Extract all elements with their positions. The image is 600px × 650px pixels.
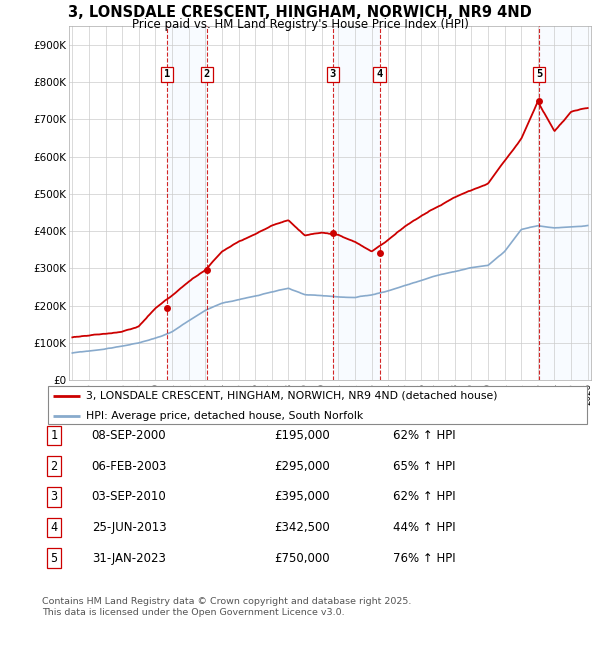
Text: 4: 4 (50, 521, 58, 534)
Text: 31-JAN-2023: 31-JAN-2023 (92, 552, 166, 565)
Text: 65% ↑ HPI: 65% ↑ HPI (392, 460, 455, 473)
Text: £195,000: £195,000 (274, 429, 329, 442)
Text: 25-JUN-2013: 25-JUN-2013 (92, 521, 166, 534)
Text: HPI: Average price, detached house, South Norfolk: HPI: Average price, detached house, Sout… (86, 411, 363, 421)
Text: 4: 4 (376, 70, 383, 79)
Text: 2: 2 (50, 460, 58, 473)
Text: Price paid vs. HM Land Registry's House Price Index (HPI): Price paid vs. HM Land Registry's House … (131, 18, 469, 31)
Text: 1: 1 (164, 70, 170, 79)
Text: 3: 3 (50, 491, 58, 504)
Text: £295,000: £295,000 (274, 460, 329, 473)
Text: 3, LONSDALE CRESCENT, HINGHAM, NORWICH, NR9 4ND (detached house): 3, LONSDALE CRESCENT, HINGHAM, NORWICH, … (86, 391, 497, 401)
Bar (333, 26, 380, 380)
Text: 76% ↑ HPI: 76% ↑ HPI (392, 552, 455, 565)
Text: 06-FEB-2003: 06-FEB-2003 (92, 460, 167, 473)
Text: 5: 5 (50, 552, 58, 565)
Text: 5: 5 (536, 70, 542, 79)
Text: 62% ↑ HPI: 62% ↑ HPI (392, 491, 455, 504)
Text: £395,000: £395,000 (274, 491, 329, 504)
Text: This data is licensed under the Open Government Licence v3.0.: This data is licensed under the Open Gov… (42, 608, 344, 617)
Text: 3: 3 (330, 70, 336, 79)
Text: 44% ↑ HPI: 44% ↑ HPI (392, 521, 455, 534)
Text: 2: 2 (204, 70, 210, 79)
Text: £342,500: £342,500 (274, 521, 329, 534)
Text: Contains HM Land Registry data © Crown copyright and database right 2025.: Contains HM Land Registry data © Crown c… (42, 597, 412, 606)
Text: 1: 1 (50, 429, 58, 442)
Bar (539, 26, 591, 380)
Text: 3, LONSDALE CRESCENT, HINGHAM, NORWICH, NR9 4ND: 3, LONSDALE CRESCENT, HINGHAM, NORWICH, … (68, 5, 532, 20)
Text: 03-SEP-2010: 03-SEP-2010 (92, 491, 166, 504)
Bar (167, 26, 207, 380)
Text: 62% ↑ HPI: 62% ↑ HPI (392, 429, 455, 442)
FancyBboxPatch shape (48, 387, 587, 424)
Text: 08-SEP-2000: 08-SEP-2000 (92, 429, 166, 442)
Text: £750,000: £750,000 (274, 552, 329, 565)
